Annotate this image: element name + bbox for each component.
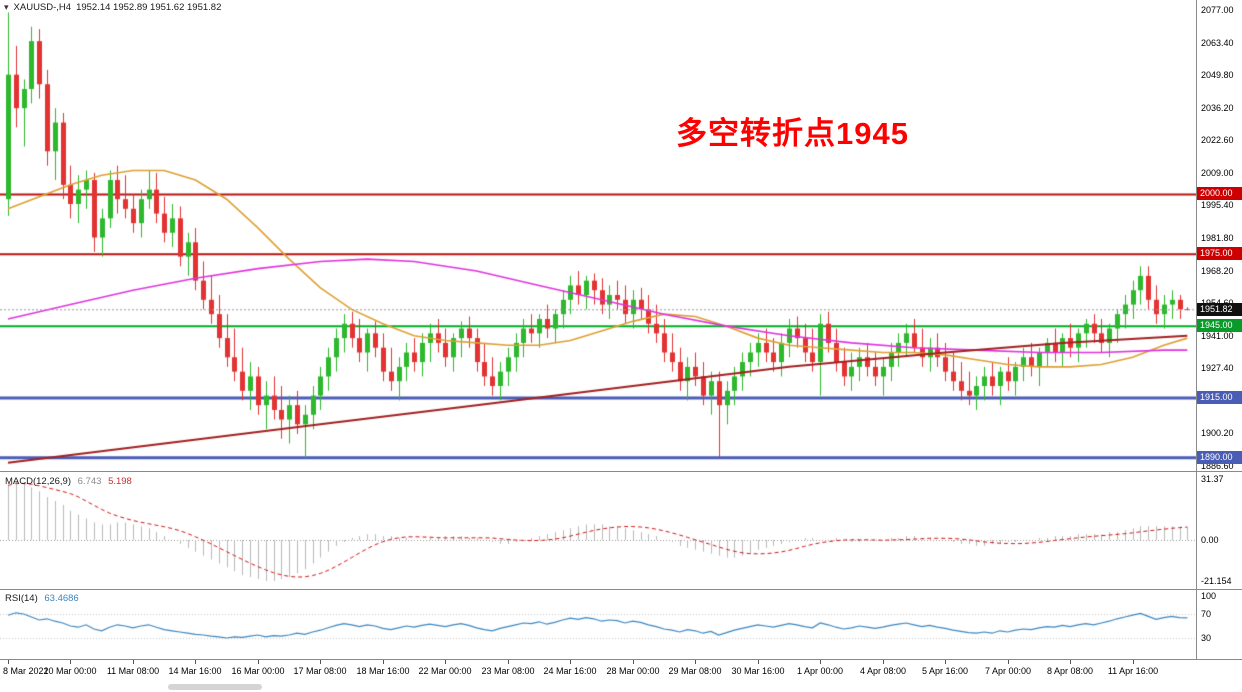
ohlc-readout: 1952.14 1952.89 1951.62 1951.82 (76, 2, 222, 13)
time-axis-tick (133, 660, 134, 664)
price-chart-canvas[interactable] (0, 0, 1196, 471)
macd-name: MACD(12,26,9) (5, 476, 71, 487)
level-price-tag: 1890.00 (1197, 450, 1242, 464)
macd-indicator-label: MACD(12,26,9) 6.743 5.198 (5, 476, 132, 487)
axis-tick-label: 2049.80 (1201, 70, 1234, 81)
axis-tick-label: 1981.80 (1201, 233, 1234, 243)
time-axis-label: 16 Mar 00:00 (231, 666, 285, 676)
time-axis-tick (570, 660, 571, 664)
axis-tick-label: 1900.20 (1201, 428, 1234, 439)
axis-tick-label: 100 (1201, 591, 1217, 601)
time-axis-tick (883, 660, 884, 664)
rsi-value: 63.4686 (44, 593, 79, 604)
rsi-indicator-label: RSI(14) 63.4686 (5, 593, 79, 604)
current-price-tag: 1951.82 (1197, 302, 1242, 316)
time-axis-label: 17 Mar 08:00 (293, 666, 347, 676)
axis-tick-label: 30 (1201, 633, 1212, 643)
time-axis-tick (1008, 660, 1009, 664)
annotation-text: 多空转折点1945 (676, 116, 909, 151)
time-axis-tick (508, 660, 509, 664)
time-axis-tick (8, 660, 9, 664)
axis-tick-label: 2022.60 (1201, 135, 1234, 146)
axis-tick-label: 1927.40 (1201, 363, 1234, 374)
level-price-tag: 2000.00 (1197, 187, 1242, 201)
time-axis-tick (383, 660, 384, 664)
time-axis-tick (1133, 660, 1134, 664)
rsi-pane-canvas[interactable] (0, 590, 1196, 659)
time-axis-label: 14 Mar 16:00 (168, 666, 222, 676)
axis-tick-label: 1886.60 (1201, 461, 1234, 471)
time-axis-label: 18 Mar 16:00 (356, 666, 410, 676)
one-click-trading-icon[interactable]: ▾ (4, 2, 9, 12)
time-axis-label: 24 Mar 16:00 (543, 666, 597, 676)
pane-separator-rsi[interactable] (0, 589, 1242, 590)
axis-tick-label: 2036.20 (1201, 102, 1234, 113)
macd-signal-value: 5.198 (108, 476, 132, 487)
time-axis-label: 11 Apr 16:00 (1107, 666, 1159, 676)
macd-main-value: 6.743 (77, 476, 102, 487)
time-axis-label: 5 Apr 16:00 (921, 666, 969, 676)
time-axis-label: 1 Apr 00:00 (796, 666, 844, 676)
time-axis-tick (758, 660, 759, 664)
time-axis-label: 8 Mar 2022 (3, 666, 49, 676)
time-axis-tick (1070, 660, 1071, 664)
pane-separator-macd[interactable] (0, 471, 1242, 472)
time-axis-tick (70, 660, 71, 664)
axis-tick-label: 1968.20 (1201, 265, 1234, 276)
axis-tick-label: 1995.40 (1201, 200, 1234, 211)
axis-tick-label: 31.37 (1201, 473, 1224, 484)
axis-tick-label: 0.00 (1201, 535, 1219, 545)
axis-tick-label: 2009.00 (1201, 167, 1234, 178)
time-axis-label: 29 Mar 08:00 (668, 666, 722, 676)
price-axis-column[interactable]: 2077.00 2063.40 2049.80 2036.20 2022.60 2009.… (1196, 0, 1242, 659)
axis-tick-label: 70 (1201, 609, 1212, 619)
time-axis-label: 28 Mar 00:00 (606, 666, 660, 676)
time-axis-tick (820, 660, 821, 664)
time-axis-tick (445, 660, 446, 664)
horizontal-scrollbar-thumb[interactable] (168, 684, 262, 690)
time-axis-tick (633, 660, 634, 664)
time-axis-tick (258, 660, 259, 664)
axis-tick-label: 2077.00 (1201, 5, 1234, 15)
time-axis-tick (945, 660, 946, 664)
macd-pane-canvas[interactable] (0, 472, 1196, 589)
time-axis-label: 30 Mar 16:00 (731, 666, 785, 676)
time-axis-tick (195, 660, 196, 664)
axis-tick-label: -21.154 (1201, 576, 1232, 587)
symbol-period-label: XAUUSD-,H4 (13, 2, 72, 13)
rsi-name: RSI(14) (5, 593, 38, 604)
level-price-tag: 1945.00 (1197, 319, 1242, 333)
time-axis-label: 10 Mar 00:00 (43, 666, 97, 676)
axis-tick-label: 1941.00 (1201, 330, 1234, 341)
level-price-tag: 1915.00 (1197, 390, 1242, 404)
axis-tick-label: 2063.40 (1201, 37, 1234, 48)
time-axis-label: 4 Apr 08:00 (859, 666, 907, 676)
time-axis-label: 23 Mar 08:00 (481, 666, 535, 676)
level-price-tag: 1975.00 (1197, 247, 1242, 261)
time-axis-label: 7 Apr 00:00 (984, 666, 1032, 676)
time-axis-label: 22 Mar 00:00 (418, 666, 472, 676)
time-axis-tick (695, 660, 696, 664)
chart-title-bar: ▾ XAUUSD-,H4 1952.14 1952.89 1951.62 195… (4, 2, 221, 13)
time-axis-label: 11 Mar 08:00 (106, 666, 160, 676)
time-axis-tick (320, 660, 321, 664)
time-axis-label: 8 Apr 08:00 (1046, 666, 1094, 676)
